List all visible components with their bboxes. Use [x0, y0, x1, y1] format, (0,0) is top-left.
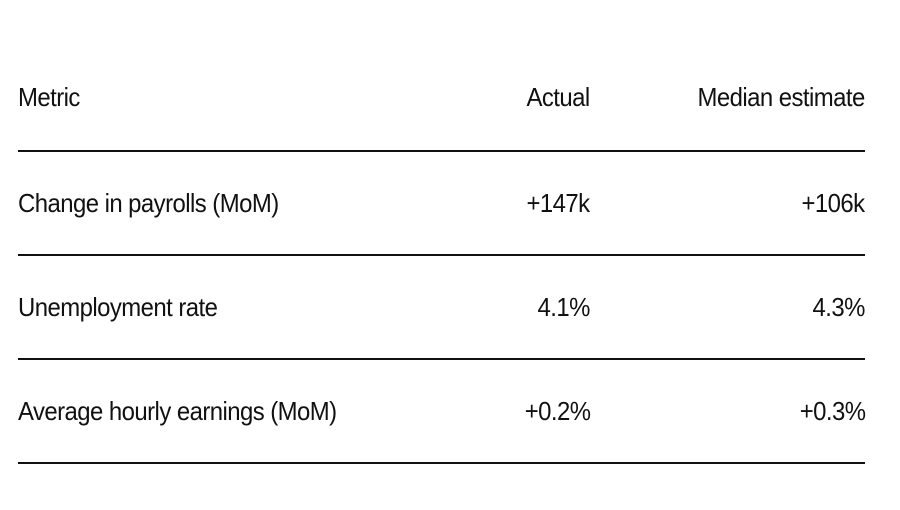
- row-median-value: 4.3%: [812, 292, 866, 322]
- header-median-estimate: Median estimate: [697, 82, 866, 112]
- row-median-value: +0.3%: [799, 396, 865, 426]
- row-metric-label: Average hourly earnings (MoM): [18, 396, 337, 426]
- table-row: Unemployment rate 4.1% 4.3%: [18, 256, 866, 360]
- row-actual-value: 4.1%: [537, 292, 591, 322]
- row-actual-value: +147k: [526, 188, 591, 218]
- table-header-row: Metric Actual Median estimate: [18, 68, 866, 152]
- header-metric: Metric: [18, 82, 80, 112]
- table-row: Change in payrolls (MoM) +147k +106k: [18, 152, 866, 256]
- table-row: Average hourly earnings (MoM) +0.2% +0.3…: [18, 360, 866, 464]
- header-actual: Actual: [526, 82, 591, 112]
- row-actual-value: +0.2%: [524, 396, 590, 426]
- data-table: Metric Actual Median estimate Change in …: [18, 68, 866, 464]
- row-metric-label: Unemployment rate: [18, 292, 218, 322]
- row-metric-label: Change in payrolls (MoM): [18, 188, 279, 218]
- row-median-value: +106k: [801, 188, 866, 218]
